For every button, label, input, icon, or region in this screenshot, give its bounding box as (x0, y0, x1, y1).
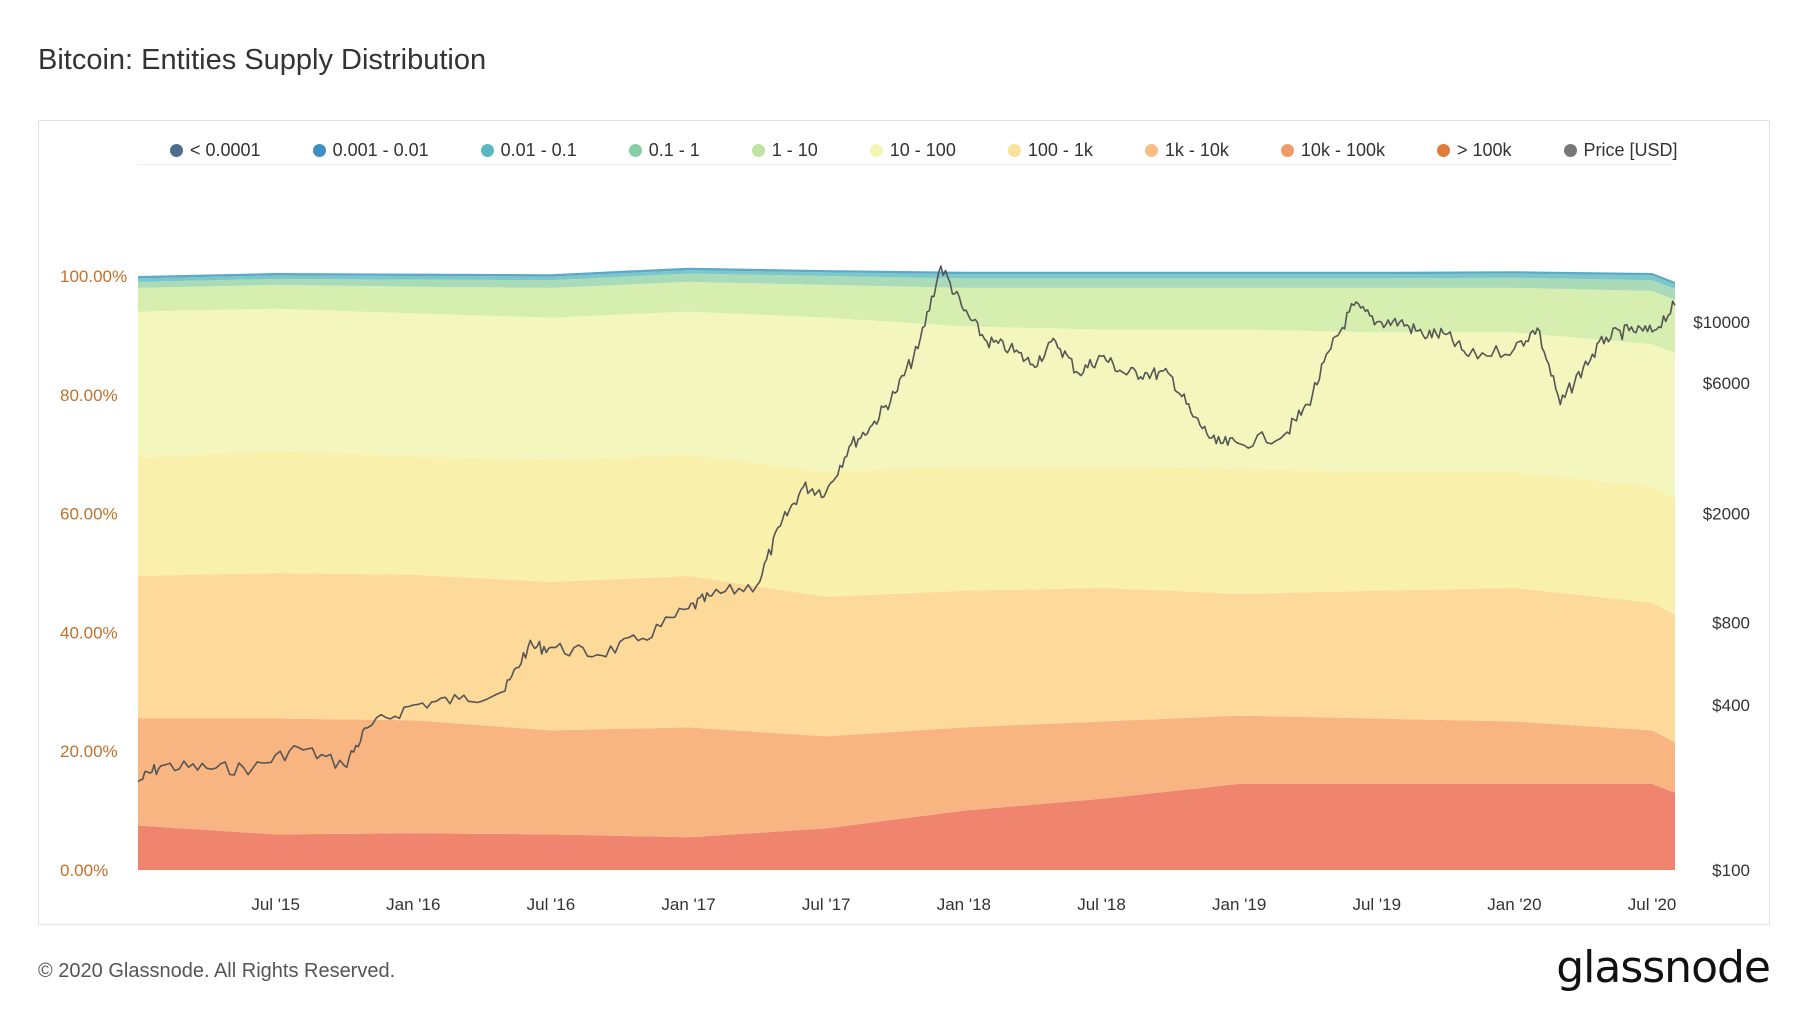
legend-label: < 0.0001 (190, 139, 261, 160)
legend-label: 100 - 1k (1027, 139, 1093, 160)
area-series-1k-10k[interactable] (138, 715, 1675, 838)
area-series-0-1-1[interactable] (138, 281, 1675, 354)
legend-label: 10k - 100k (1300, 139, 1385, 160)
price-line-group (137, 265, 1676, 783)
x-tick-label: Jul '16 (527, 895, 576, 914)
legend-label: 0.1 - 1 (648, 139, 700, 160)
x-tick-label: Jul '18 (1077, 895, 1126, 914)
x-tick-label: Jan '19 (1212, 895, 1266, 914)
legend-item[interactable]: 10 - 100 (869, 139, 956, 161)
legend-label: 1 - 10 (771, 139, 818, 160)
y-right-tick-label: $10000 (1693, 313, 1750, 332)
y-left-tick-label: 40.00% (60, 623, 118, 642)
legend-divider (138, 164, 1674, 165)
x-axis: Jul '15 Jan '16 Jul '16 Jan '17 Jul '17 Jan '… (251, 895, 1676, 914)
y-right-tick-label: $6000 (1703, 374, 1750, 393)
x-tick-label: Jan '20 (1487, 895, 1541, 914)
x-tick-label: Jul '15 (251, 895, 300, 914)
y-left-tick-label: 80.00% (60, 386, 118, 405)
legend-swatch (628, 143, 642, 157)
chart-panel (38, 120, 1770, 925)
x-tick-label: Jul '19 (1352, 895, 1401, 914)
area-series-0-01-0-1[interactable] (138, 273, 1675, 300)
y-right-tick-label: $2000 (1703, 505, 1750, 524)
legend: < 0.0001 0.001 - 0.01 0.01 - 0.1 0.1 - 1 1 -… (170, 135, 1730, 165)
x-tick-label: Jan '18 (937, 895, 991, 914)
y-right-tick-label: $100 (1712, 861, 1750, 880)
y-left-tick-label: 0.00% (60, 861, 108, 880)
y-left-tick-label: 100.00% (60, 267, 127, 286)
legend-item[interactable]: 10k - 100k (1280, 139, 1385, 161)
legend-swatch (312, 143, 326, 157)
y-left-tick-label: 20.00% (60, 742, 118, 761)
legend-swatch (1563, 143, 1577, 157)
legend-swatch (1436, 143, 1450, 157)
area-series-1-10[interactable] (138, 308, 1675, 499)
legend-item[interactable]: 0.001 - 0.01 (312, 139, 429, 161)
legend-label: > 100k (1456, 139, 1512, 160)
legend-item[interactable]: 1 - 10 (751, 139, 818, 161)
area-series-100-1k[interactable] (138, 573, 1675, 743)
x-tick-label: Jul '20 (1628, 895, 1677, 914)
legend-label: 1k - 10k (1164, 139, 1229, 160)
area-series-10k-100k[interactable] (138, 783, 1675, 870)
x-tick-label: Jul '17 (802, 895, 851, 914)
legend-swatch (1280, 143, 1294, 157)
legend-item[interactable]: 0.01 - 0.1 (480, 139, 577, 161)
copyright-footer: © 2020 Glassnode. All Rights Reserved. (38, 960, 396, 982)
legend-label: Price [USD] (1583, 139, 1678, 160)
legend-item[interactable]: 100 - 1k (1007, 139, 1093, 161)
legend-swatch (170, 143, 183, 157)
legend-label: 0.01 - 0.1 (500, 139, 577, 160)
y-left-tick-label: 60.00% (60, 505, 118, 524)
legend-label: 10 - 100 (889, 139, 956, 160)
legend-item[interactable]: 1k - 10k (1144, 139, 1229, 161)
legend-swatch (869, 143, 883, 157)
stacked-areas (138, 267, 1675, 870)
price-line[interactable] (137, 265, 1676, 783)
area-series-0-001-0-01[interactable] (138, 270, 1675, 290)
brand-logo[interactable]: glassnode (1556, 942, 1771, 993)
x-tick-label: Jan '17 (661, 895, 715, 914)
legend-item[interactable]: < 0.0001 (170, 140, 261, 161)
legend-label: 0.001 - 0.01 (332, 139, 429, 160)
chart-title: Bitcoin: Entities Supply Distribution (38, 44, 487, 76)
legend-swatch (751, 143, 765, 157)
area-series-10-100[interactable] (138, 451, 1675, 615)
y-axis-left: 0.00% 20.00% 40.00% 60.00% 80.00% 100.00% (60, 267, 127, 880)
area-series--0-0001[interactable] (138, 267, 1675, 285)
legend-swatch (1144, 143, 1158, 157)
y-axis-right: $100 $400 $800 $2000 $6000 $10000 (1693, 313, 1750, 880)
legend-swatch (1007, 143, 1021, 157)
x-tick-label: Jan '16 (386, 895, 440, 914)
y-right-tick-label: $400 (1712, 696, 1750, 715)
legend-swatch (480, 143, 494, 157)
y-right-tick-label: $800 (1712, 614, 1750, 633)
legend-item[interactable]: > 100k (1436, 139, 1512, 161)
legend-item[interactable]: 0.1 - 1 (628, 139, 700, 161)
legend-item[interactable]: Price [USD] (1563, 139, 1678, 161)
